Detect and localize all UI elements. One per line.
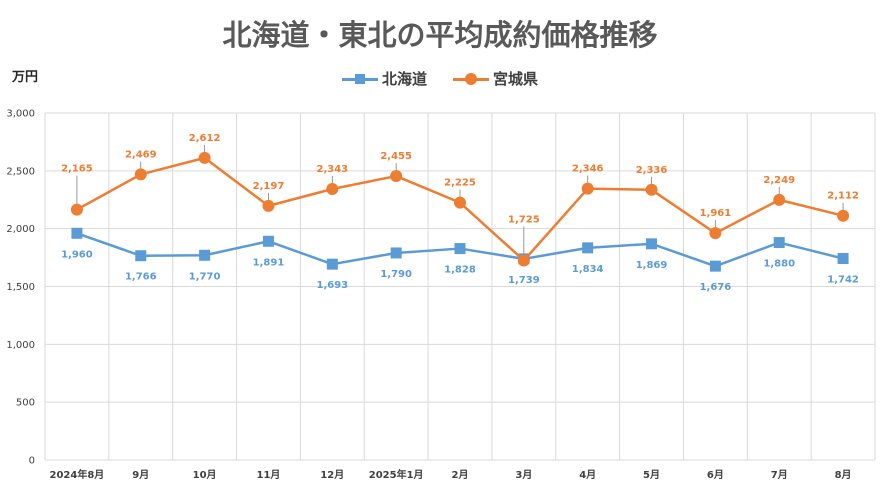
- data-point-circle: [198, 151, 211, 164]
- legend-item-series-2: 宮城県: [453, 68, 538, 89]
- y-tick-label: 1,000: [6, 340, 35, 351]
- data-point-circle: [581, 182, 594, 195]
- data-point-square: [646, 238, 658, 250]
- data-point-circle: [837, 209, 850, 222]
- data-point-circle: [390, 170, 403, 183]
- x-tick-label: 8月: [835, 469, 852, 481]
- data-point-circle: [517, 254, 530, 267]
- y-tick-label: 1,500: [6, 282, 35, 293]
- y-tick-label: 2,000: [6, 224, 35, 235]
- data-point-square: [135, 250, 147, 262]
- data-point-square: [326, 258, 338, 270]
- data-point-circle: [645, 183, 658, 196]
- x-tick-label: 2024年8月: [50, 468, 105, 481]
- data-label: 1,725: [508, 214, 540, 225]
- y-tick-label: 500: [16, 398, 35, 409]
- data-label: 1,880: [763, 259, 795, 270]
- legend-swatch-series-1: [341, 72, 378, 86]
- legend-circle-marker-icon: [465, 72, 477, 85]
- data-label: 1,693: [316, 280, 348, 291]
- data-point-square: [262, 235, 274, 247]
- data-label: 2,165: [61, 164, 93, 175]
- data-label: 1,770: [189, 271, 221, 282]
- data-point-square: [199, 249, 211, 261]
- data-label: 1,676: [700, 282, 732, 293]
- data-point-square: [71, 227, 83, 239]
- data-point-square: [773, 237, 785, 249]
- data-label: 1,960: [61, 249, 93, 260]
- data-label: 1,869: [636, 260, 668, 271]
- data-label: 1,961: [700, 208, 732, 219]
- data-label: 2,455: [380, 151, 412, 162]
- legend-label-series-1: 北海道: [381, 70, 427, 88]
- data-label: 2,343: [316, 164, 348, 175]
- y-tick-label: 0: [29, 456, 35, 467]
- data-label: 2,249: [763, 175, 795, 186]
- legend-label-series-2: 宮城県: [493, 70, 539, 88]
- y-tick-label: 3,000: [6, 109, 35, 120]
- y-tick-label: 2,500: [6, 166, 35, 177]
- x-tick-label: 4月: [579, 469, 596, 481]
- data-label: 1,766: [125, 272, 157, 283]
- data-label: 1,891: [253, 257, 285, 268]
- legend: 北海道 宮城県: [0, 68, 880, 89]
- data-point-square: [709, 260, 721, 272]
- x-tick-label: 11月: [257, 469, 281, 481]
- data-label: 1,828: [444, 265, 476, 276]
- data-label: 2,336: [636, 165, 668, 176]
- x-tick-label: 12月: [320, 469, 344, 481]
- data-label: 1,790: [380, 269, 412, 280]
- x-tick-label: 10月: [193, 469, 217, 481]
- data-label: 2,469: [125, 149, 157, 160]
- data-point-circle: [454, 196, 466, 209]
- data-label: 2,197: [253, 181, 285, 192]
- y-axis-unit-label: 万円: [12, 70, 39, 85]
- x-tick-label: 6月: [707, 469, 724, 481]
- x-tick-label: 3月: [515, 469, 532, 481]
- x-tick-label: 2月: [452, 469, 469, 481]
- data-point-circle: [709, 227, 722, 240]
- x-tick-label: 7月: [771, 469, 788, 481]
- data-label: 2,346: [572, 164, 604, 175]
- data-label: 2,612: [189, 133, 221, 144]
- data-label: 1,739: [508, 275, 540, 286]
- data-point-circle: [70, 203, 83, 216]
- data-point-circle: [773, 193, 786, 206]
- legend-square-marker-icon: [354, 73, 365, 84]
- data-label: 1,742: [827, 275, 859, 286]
- legend-swatch-series-2: [453, 72, 489, 86]
- data-label: 1,834: [572, 264, 604, 275]
- data-point-circle: [134, 168, 147, 181]
- data-point-square: [837, 253, 849, 265]
- legend-item-series-1: 北海道: [341, 68, 427, 89]
- data-point-circle: [262, 199, 275, 212]
- data-point-square: [390, 247, 402, 259]
- data-point-square: [454, 243, 466, 255]
- data-point-square: [582, 242, 594, 254]
- x-tick-label: 5月: [643, 469, 660, 481]
- x-tick-label: 2025年1月: [369, 468, 424, 481]
- chart-title: 北海道・東北の平均成約価格推移: [222, 18, 658, 52]
- data-label: 2,112: [827, 191, 859, 202]
- x-tick-label: 9月: [132, 469, 149, 481]
- data-label: 2,225: [444, 178, 476, 189]
- data-point-circle: [326, 182, 339, 195]
